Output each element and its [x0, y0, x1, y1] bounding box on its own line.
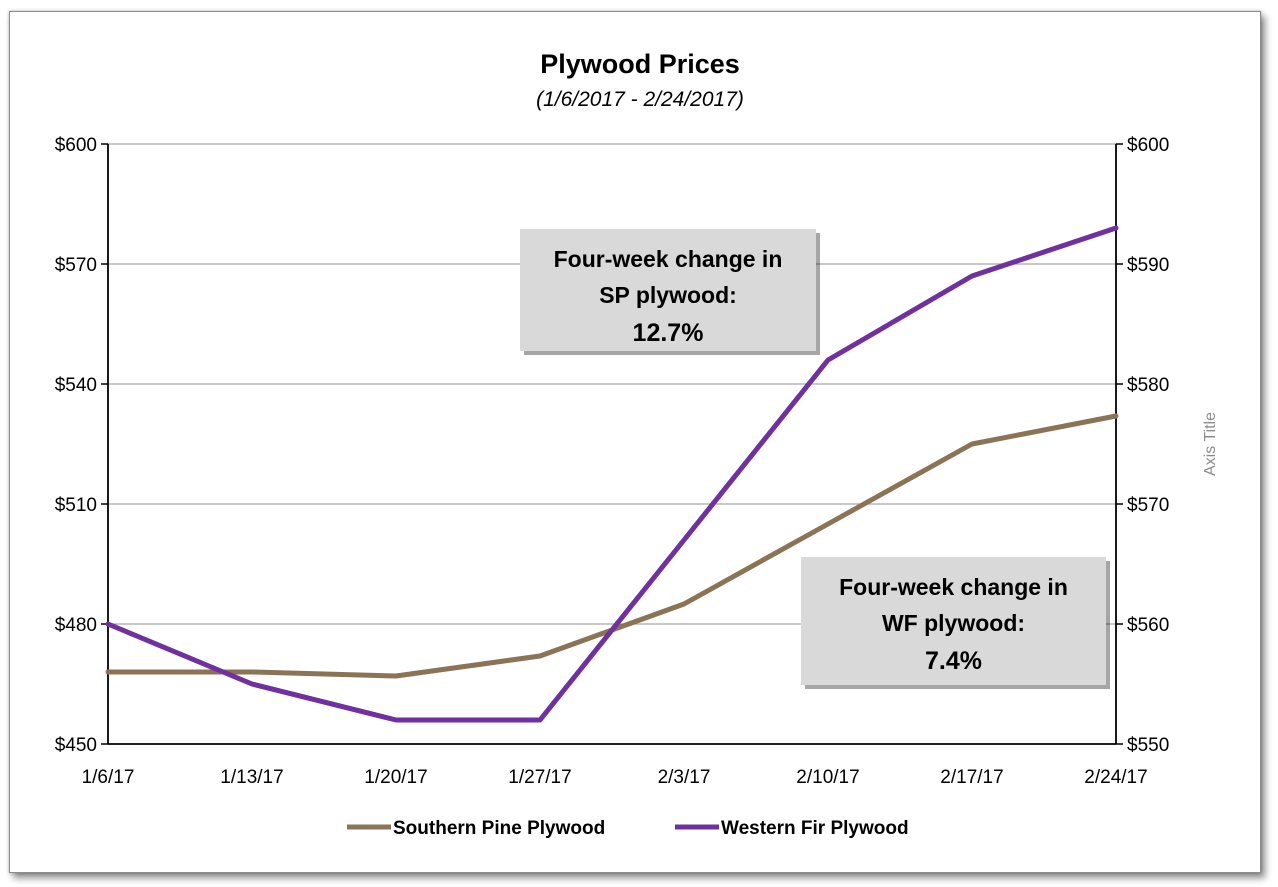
tick-labels: $450 $480 $510 $540 $570 $600 $550 $560 $570 $580… — [55, 135, 1170, 788]
right-axis-tick-label: $600 — [1127, 135, 1169, 156]
x-axis-tick-label: 2/10/17 — [796, 767, 859, 788]
right-axis-tick-label: $550 — [1127, 735, 1169, 756]
x-axis-tick-label: 2/3/17 — [658, 767, 711, 788]
western-fir-plywood-line — [105, 225, 1119, 723]
callout-value: 7.4% — [925, 647, 982, 675]
chart-subtitle: (1/6/2017 - 2/24/2017) — [536, 88, 744, 111]
left-axis-tick-label: $450 — [55, 735, 97, 756]
legend-item: Southern Pine Plywood — [347, 818, 605, 839]
legend-label: Southern Pine Plywood — [393, 818, 605, 839]
left-axis-tick-label: $600 — [55, 135, 97, 156]
left-axis-tick-label: $480 — [55, 615, 97, 636]
legend-item: Western Fir Plywood — [675, 818, 909, 839]
left-axis-tick-label: $570 — [55, 255, 97, 276]
callout-label: WF plywood: — [882, 610, 1025, 636]
x-axis-tick-label: 1/27/17 — [508, 767, 571, 788]
callout-2: Four-week change in WF plywood: 7.4% — [801, 557, 1110, 689]
right-axis-tick-label: $580 — [1127, 375, 1169, 396]
x-axis-tick-label: 1/6/17 — [82, 767, 135, 788]
chart-frame: Plywood Prices (1/6/2017 - 2/24/2017) $4… — [9, 11, 1261, 873]
right-axis-title: Axis Title — [1202, 412, 1219, 476]
right-axis-tick-label: $590 — [1127, 255, 1169, 276]
series-lines — [105, 225, 1119, 723]
legend-label: Western Fir Plywood — [721, 818, 909, 839]
x-axis-tick-label: 1/20/17 — [364, 767, 427, 788]
callout-value: 12.7% — [633, 319, 704, 347]
right-axis-tick-label: $560 — [1127, 615, 1169, 636]
legend: Southern Pine Plywood Western Fir Plywood — [347, 818, 909, 839]
callout-box — [520, 229, 816, 351]
plywood-price-chart: Plywood Prices (1/6/2017 - 2/24/2017) $4… — [55, 49, 1219, 839]
left-axis-tick-label: $540 — [55, 375, 97, 396]
callout-box — [801, 557, 1106, 685]
callout-label: Four-week change in — [554, 246, 783, 272]
callout-label: SP plywood: — [599, 282, 737, 308]
left-axis-tick-label: $510 — [55, 495, 97, 516]
gridlines — [108, 143, 1116, 625]
right-axis-tick-label: $570 — [1127, 495, 1169, 516]
chart-title: Plywood Prices — [540, 49, 740, 79]
callout-1: Four-week change in SP plywood: 12.7% — [520, 229, 820, 355]
x-axis-tick-label: 2/24/17 — [1084, 767, 1147, 788]
x-axis-tick-label: 2/17/17 — [940, 767, 1003, 788]
x-axis-tick-label: 1/13/17 — [220, 767, 283, 788]
callout-label: Four-week change in — [839, 574, 1068, 600]
axes — [101, 143, 1123, 745]
